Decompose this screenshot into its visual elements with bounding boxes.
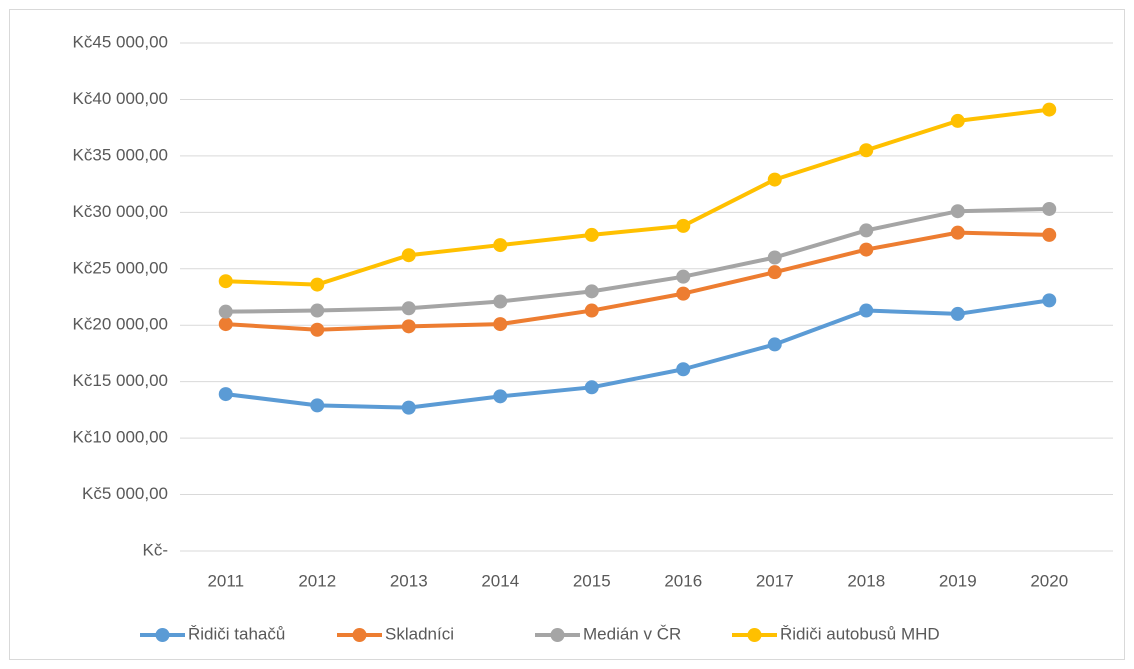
series-line <box>223 230 1052 332</box>
point-marker <box>1042 227 1057 242</box>
x-tick-label: 2017 <box>756 571 794 590</box>
x-tick-label: 2019 <box>939 571 977 590</box>
x-tick-label: 2014 <box>481 571 519 590</box>
point-marker <box>584 380 599 395</box>
y-tick-label: Kč35 000,00 <box>73 145 168 164</box>
point-marker <box>767 337 782 352</box>
point-marker <box>584 284 599 299</box>
point-marker <box>950 204 965 219</box>
point-marker <box>401 301 416 316</box>
point-marker <box>218 317 233 332</box>
point-marker <box>859 143 874 158</box>
point-marker <box>310 303 325 318</box>
point-marker <box>859 303 874 318</box>
point-marker <box>218 274 233 289</box>
legend-label: Řidiči tahačů <box>188 624 285 643</box>
point-marker <box>218 387 233 402</box>
x-tick-label: 2020 <box>1030 571 1068 590</box>
point-marker <box>1042 102 1057 117</box>
point-marker <box>950 225 965 240</box>
point-marker <box>401 248 416 263</box>
point-marker <box>676 286 691 301</box>
point-marker <box>218 304 233 319</box>
y-tick-label: Kč30 000,00 <box>73 202 168 221</box>
legend-label: Řidiči autobusů MHD <box>780 624 940 643</box>
x-tick-label: 2011 <box>207 571 244 590</box>
point-marker <box>676 269 691 284</box>
point-marker <box>401 400 416 415</box>
point-marker <box>493 317 508 332</box>
x-tick-label: 2013 <box>390 571 428 590</box>
series-line <box>223 298 1052 410</box>
point-marker <box>1042 201 1057 216</box>
series-line <box>223 206 1052 314</box>
y-tick-label: Kč20 000,00 <box>73 315 168 334</box>
point-marker <box>584 227 599 242</box>
x-tick-label: 2018 <box>847 571 885 590</box>
legend-marker <box>550 628 565 642</box>
legend-marker <box>352 628 367 642</box>
legend-marker <box>747 628 762 642</box>
series-line <box>223 107 1052 287</box>
y-tick-label: Kč5 000,00 <box>82 484 168 503</box>
x-tick-label: 2012 <box>298 571 336 590</box>
point-marker <box>767 172 782 187</box>
point-marker <box>767 265 782 280</box>
point-marker <box>676 362 691 377</box>
point-marker <box>310 322 325 337</box>
y-tick-label: Kč15 000,00 <box>73 371 168 390</box>
y-tick-label: Kč25 000,00 <box>73 258 168 277</box>
legend-label: Medián v ČR <box>583 624 681 643</box>
legend-label: Skladníci <box>385 624 454 643</box>
y-tick-label: Kč10 000,00 <box>73 428 168 447</box>
point-marker <box>859 242 874 257</box>
point-marker <box>310 398 325 413</box>
point-marker <box>676 218 691 233</box>
x-tick-label: 2015 <box>573 571 611 590</box>
point-marker <box>950 306 965 321</box>
legend-marker <box>155 628 170 642</box>
point-marker <box>493 238 508 253</box>
point-marker <box>950 113 965 128</box>
point-marker <box>1042 293 1057 308</box>
point-marker <box>767 250 782 265</box>
chart-border <box>9 9 1125 660</box>
y-tick-label: Kč45 000,00 <box>73 32 168 51</box>
point-marker <box>584 303 599 318</box>
y-tick-label: Kč40 000,00 <box>73 89 168 108</box>
point-marker <box>401 319 416 334</box>
point-marker <box>493 294 508 309</box>
point-marker <box>310 277 325 292</box>
point-marker <box>493 389 508 404</box>
x-tick-label: 2016 <box>664 571 702 590</box>
point-marker <box>859 223 874 238</box>
y-tick-label: Kč- <box>143 540 169 559</box>
